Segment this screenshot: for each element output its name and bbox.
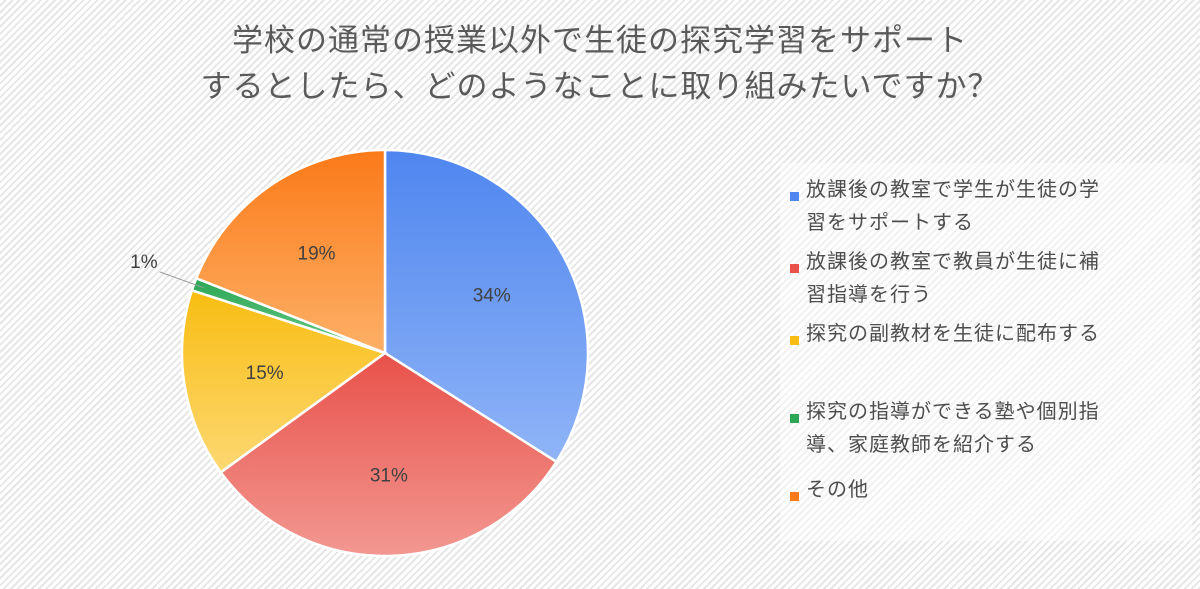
pie-slice-label: 31% xyxy=(370,466,408,487)
legend-swatch-red xyxy=(790,264,799,273)
pie-slice[interactable] xyxy=(194,148,387,355)
pie-slices xyxy=(180,148,590,558)
chart-title-line-1: 学校の通常の授業以外で生徒の探究学習をサポート xyxy=(232,23,968,59)
pie-slice[interactable] xyxy=(219,351,559,558)
legend-swatch-yellow xyxy=(790,336,799,345)
legend-label-line: 放課後の教室で学生が生徒の学 xyxy=(806,177,1100,201)
legend-label-line: 探究の副教材を生徒に配布する xyxy=(806,321,1100,345)
pie-slice-label: 15% xyxy=(246,363,284,384)
leader-line xyxy=(159,271,204,289)
chart-title: 学校の通常の授業以外で生徒の探究学習をサポート するとしたら、どのようなことに取… xyxy=(0,18,1200,110)
pie-labels: 34% 31% 15% 1% 19% xyxy=(130,243,511,486)
legend: 放課後の教室で学生が生徒の学 習をサポートする 放課後の教室で教員が生徒に補 習… xyxy=(780,163,1192,541)
legend-label-line: 習をサポートする xyxy=(806,210,974,234)
legend-swatch-green xyxy=(790,414,799,423)
legend-label-line: 放課後の教室で教員が生徒に補 xyxy=(806,249,1100,273)
pie-slice-label: 19% xyxy=(298,243,336,264)
legend-swatch-orange xyxy=(790,492,799,501)
legend-swatch-blue xyxy=(790,192,799,201)
legend-label-line: 習指導を行う xyxy=(806,282,932,306)
legend-label-line: 導、家庭教師を紹介する xyxy=(806,432,1037,456)
legend-label-line: その他 xyxy=(806,477,869,501)
pie-slice-label: 1% xyxy=(130,252,158,273)
pie-slice[interactable] xyxy=(180,288,388,475)
chart-title-line-2: するとしたら、どのようなことに取り組みたいですか？ xyxy=(200,69,1000,105)
pie-slice-label: 34% xyxy=(473,285,511,306)
legend-label-line: 探究の指導ができる塾や個別指 xyxy=(806,399,1100,423)
